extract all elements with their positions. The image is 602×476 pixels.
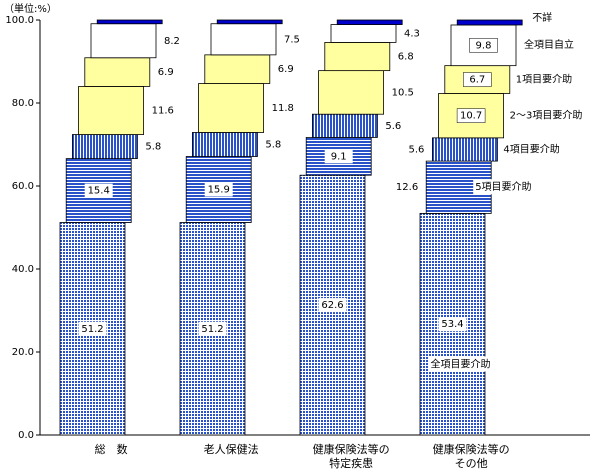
value-label: 11.6 (152, 105, 174, 116)
bar-segment (84, 57, 151, 87)
value-label: 5.6 (408, 144, 424, 155)
bar-segment (198, 83, 265, 133)
value-label: 5.8 (145, 142, 161, 153)
value-label: 4.3 (404, 28, 420, 39)
value-label: 62.6 (321, 300, 343, 311)
x-tick-label: 健康保険法等の 特定疾患 (312, 443, 390, 470)
bar-segment (78, 86, 144, 135)
label-bg (438, 317, 467, 332)
series-name: 5項目要介助 (475, 180, 531, 193)
label-bg (318, 298, 347, 313)
value-label: 53.4 (441, 319, 463, 330)
bar-segment (96, 19, 163, 25)
x-tick-label: 健康保険法等の その他 (432, 443, 510, 470)
series-name-bg (507, 107, 585, 123)
value-label: 12.6 (396, 182, 418, 193)
value-label: 5.8 (265, 140, 281, 151)
series-name-bg (473, 179, 534, 195)
series-name: 全項目自立 (524, 38, 574, 51)
y-tick-label: 40.0 (12, 264, 34, 275)
y-tick-label: 20.0 (12, 347, 34, 358)
value-label: 6.7 (469, 75, 485, 86)
value-label: 15.4 (88, 186, 110, 197)
value-label: 8.2 (164, 36, 180, 47)
series-name: 1項目要介助 (516, 73, 572, 86)
value-label: 9.1 (331, 151, 347, 162)
label-bg (469, 38, 498, 53)
y-tick-label: 80.0 (12, 98, 34, 109)
bar-segment (210, 23, 277, 56)
label-bg (78, 321, 107, 336)
label-bg (456, 108, 486, 123)
bar-segment (311, 113, 378, 138)
value-label: 51.2 (201, 324, 223, 335)
value-label: 7.5 (284, 34, 300, 45)
series-name-bg (428, 356, 493, 372)
value-label: 10.5 (392, 87, 414, 98)
series-name-bg (530, 10, 555, 25)
value-label: 5.6 (385, 121, 401, 132)
x-tick-label: 総 数 (94, 443, 128, 456)
value-label: 15.9 (208, 185, 230, 196)
bar-segment (191, 132, 258, 157)
series-name-bg (522, 36, 576, 52)
value-label: 11.8 (272, 103, 294, 114)
series-name-bg (513, 71, 575, 87)
label-bg (324, 149, 353, 164)
value-label: 9.8 (476, 40, 492, 51)
bar-segment (90, 23, 157, 59)
label-bg (463, 72, 492, 87)
label-bg (84, 183, 113, 198)
value-label: 6.8 (398, 52, 414, 63)
x-tick-label: 老人保健法 (203, 443, 259, 456)
bar-segment (456, 19, 523, 26)
series-name: 不詳 (532, 11, 552, 24)
bar-segment (324, 42, 391, 72)
label-bg (204, 182, 233, 197)
y-tick-label: 0.0 (18, 430, 34, 441)
value-label: 51.2 (81, 324, 103, 335)
value-label: 6.9 (158, 67, 174, 78)
series-name: 4項目要介助 (503, 142, 559, 155)
value-label: 10.7 (460, 111, 482, 122)
series-name: 全項目要介助 (431, 357, 491, 370)
bar-segment (204, 54, 271, 84)
value-label: 6.9 (278, 64, 294, 75)
y-tick-label: 100.0 (5, 15, 34, 26)
bar-segment (330, 24, 397, 43)
unit-label: （単位:%） (4, 2, 57, 15)
label-bg (198, 321, 227, 336)
series-name: 2～3項目要介助 (510, 109, 583, 122)
bar-segment (216, 19, 283, 25)
y-tick-label: 60.0 (12, 181, 34, 192)
bar-segment (431, 137, 498, 162)
series-name-bg (501, 141, 562, 157)
bar-segment (336, 19, 403, 25)
bar-segment (72, 134, 138, 160)
bar-segment (318, 70, 385, 115)
